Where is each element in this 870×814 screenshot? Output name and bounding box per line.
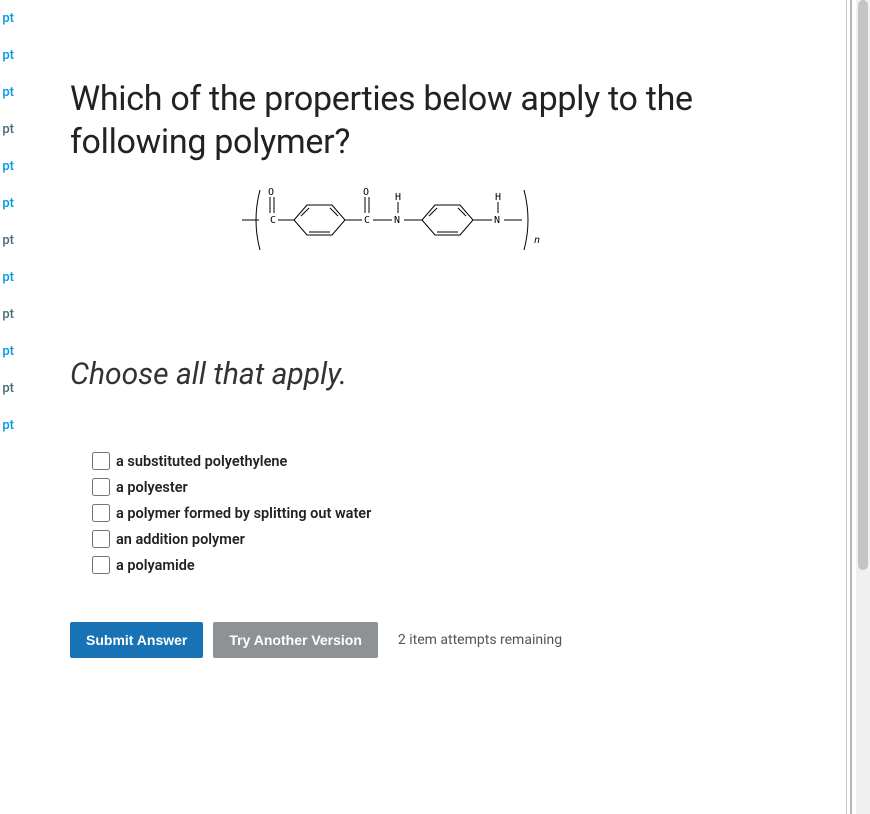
sidebar-item[interactable]: pt <box>0 37 16 74</box>
question-panel: Which of the properties below apply to t… <box>20 0 844 814</box>
svg-text:N: N <box>494 215 500 226</box>
sidebar-item[interactable]: pt <box>0 222 16 259</box>
sidebar-item[interactable]: pt <box>0 0 16 37</box>
try-another-version-button[interactable]: Try Another Version <box>213 622 378 658</box>
sidebar-item[interactable]: pt <box>0 370 16 407</box>
button-row: Submit Answer Try Another Version 2 item… <box>70 622 794 658</box>
option-row: a polyamide <box>92 556 794 574</box>
option-checkbox-3[interactable] <box>92 504 110 522</box>
scrollbar-track[interactable] <box>856 0 870 814</box>
scrollbar-thumb[interactable] <box>858 0 868 570</box>
svg-text:O: O <box>363 187 369 198</box>
svg-text:C: C <box>270 215 276 226</box>
sidebar-item[interactable]: pt <box>0 185 16 222</box>
option-label[interactable]: a polymer formed by splitting out water <box>116 505 371 522</box>
sidebar-item[interactable]: pt <box>0 407 16 444</box>
instruction-text: Choose all that apply. <box>70 357 794 392</box>
sidebar-item[interactable]: pt <box>0 148 16 185</box>
svg-text:H: H <box>495 192 501 203</box>
option-label[interactable]: a polyamide <box>116 557 195 574</box>
option-row: a polymer formed by splitting out water <box>92 504 794 522</box>
chemical-structure: C O C O N H <box>70 175 794 265</box>
option-label[interactable]: a polyester <box>116 479 188 496</box>
options-list: a substituted polyethylene a polyester a… <box>92 452 794 574</box>
sidebar-nav: pt pt pt pt pt pt pt pt pt pt pt pt <box>0 0 16 814</box>
panel-border <box>846 0 852 814</box>
sidebar-item[interactable]: pt <box>0 111 16 148</box>
question-title: Which of the properties below apply to t… <box>70 78 794 163</box>
svg-text:N: N <box>394 215 400 226</box>
attempts-remaining-text: 2 item attempts remaining <box>398 632 562 648</box>
sidebar-item[interactable]: pt <box>0 333 16 370</box>
option-checkbox-2[interactable] <box>92 478 110 496</box>
svg-text:C: C <box>364 215 370 226</box>
option-row: a substituted polyethylene <box>92 452 794 470</box>
option-checkbox-1[interactable] <box>92 452 110 470</box>
option-label[interactable]: an addition polymer <box>116 531 245 548</box>
sidebar-item[interactable]: pt <box>0 74 16 111</box>
svg-text:H: H <box>395 192 401 203</box>
option-row: a polyester <box>92 478 794 496</box>
svg-text:n: n <box>534 235 540 246</box>
submit-answer-button[interactable]: Submit Answer <box>70 622 203 658</box>
option-checkbox-5[interactable] <box>92 556 110 574</box>
option-checkbox-4[interactable] <box>92 530 110 548</box>
polymer-structure-svg: C O C O N H <box>232 175 632 265</box>
option-label[interactable]: a substituted polyethylene <box>116 453 287 470</box>
sidebar-item[interactable]: pt <box>0 259 16 296</box>
svg-text:O: O <box>268 187 274 198</box>
option-row: an addition polymer <box>92 530 794 548</box>
sidebar-item[interactable]: pt <box>0 296 16 333</box>
